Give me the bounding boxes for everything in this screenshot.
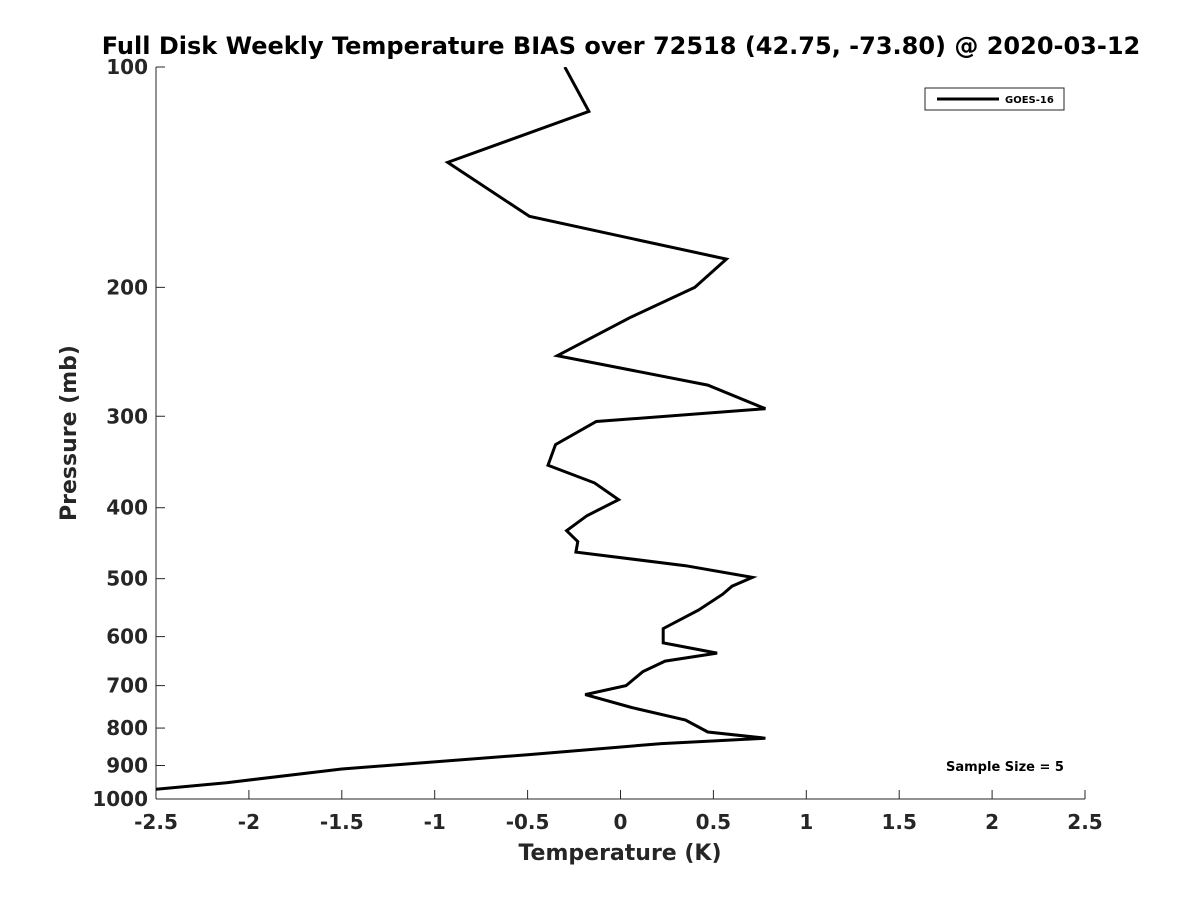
y-tick-label: 1000 <box>92 787 148 811</box>
legend: GOES-16 <box>924 87 1065 111</box>
y-tick-label: 300 <box>106 404 148 428</box>
x-tick-label: 1.5 <box>881 810 916 834</box>
y-tick-label: 100 <box>106 55 148 79</box>
y-tick-label: 200 <box>106 275 148 299</box>
x-tick-label: 2.5 <box>1067 810 1102 834</box>
chart-title: Full Disk Weekly Temperature BIAS over 7… <box>102 32 1141 60</box>
x-tick-label: -1.5 <box>320 810 364 834</box>
sample-size-annotation: Sample Size = 5 <box>946 760 1064 775</box>
x-tick-label: 1 <box>799 810 813 834</box>
y-tick-label: 900 <box>106 754 148 778</box>
x-tick-label: -0.5 <box>506 810 550 834</box>
y-tick-label: 800 <box>106 716 148 740</box>
y-tick-label: 500 <box>106 567 148 591</box>
x-tick-label: -2.5 <box>134 810 178 834</box>
series-line-goes-16 <box>156 67 766 791</box>
x-tick-label: 0.5 <box>696 810 731 834</box>
x-axis-label: Temperature (K) <box>518 841 721 866</box>
y-axis-title: Pressure (mb) <box>57 345 82 521</box>
x-tick-label: 0 <box>614 810 628 834</box>
y-tick-label: 700 <box>106 674 148 698</box>
legend-label-goes-16: GOES-16 <box>1005 95 1054 106</box>
y-tick-label: 400 <box>106 496 148 520</box>
y-axis-ticks: 100 200 300 400 500 600 700 800 900 1000 <box>92 55 165 811</box>
y-tick-label: 600 <box>106 625 148 649</box>
series-layer <box>156 67 766 791</box>
x-axis-title: Temperature (K) <box>518 841 721 866</box>
plot-area <box>156 67 1085 799</box>
x-axis-ticks: -2.5 -2 -1.5 -1 -0.5 0 0.5 1 1.5 2 2.5 <box>134 790 1103 834</box>
x-tick-label: 2 <box>985 810 999 834</box>
y-axis-label: Pressure (mb) <box>57 345 82 521</box>
x-tick-label: -2 <box>238 810 260 834</box>
x-tick-label: -1 <box>424 810 446 834</box>
